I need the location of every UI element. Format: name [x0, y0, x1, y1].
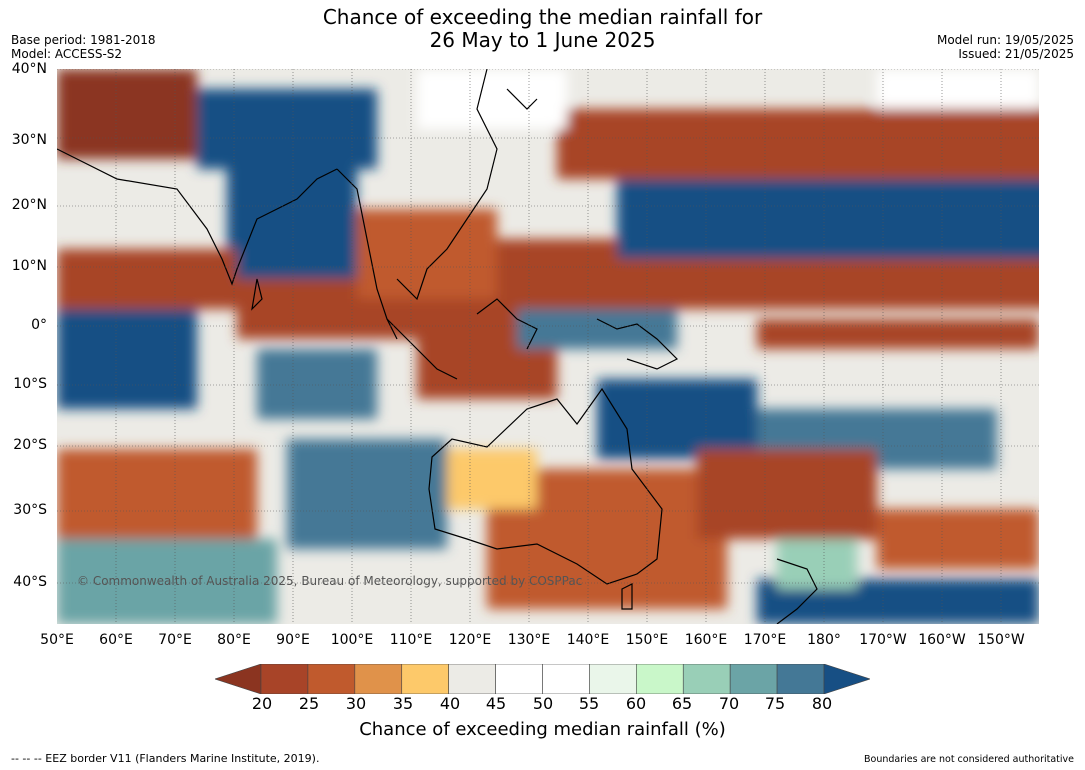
lon-label: 170°W [859, 632, 907, 648]
lat-label: 40°S [13, 574, 47, 590]
colorbar-tick: 35 [392, 694, 414, 713]
lat-label: 30°S [13, 502, 47, 518]
colorbar-tick: 25 [298, 694, 320, 713]
colorbar-tick: 50 [532, 694, 554, 713]
lon-label: 140°E [566, 632, 610, 648]
colorbar-tick: 45 [485, 694, 507, 713]
colorbar-segment [354, 663, 403, 695]
colorbar-segment [448, 663, 496, 695]
lat-label: 10°S [13, 376, 47, 392]
colorbar-segment [307, 663, 356, 695]
colorbar-segment [589, 663, 637, 695]
lon-label: 100°E [330, 632, 374, 648]
lat-label: 20°N [11, 197, 47, 213]
colorbar-extend-low [214, 663, 262, 695]
colorbar-tick: 60 [625, 694, 647, 713]
colorbar-tick: 40 [439, 694, 461, 713]
lon-label: 80°E [217, 632, 251, 648]
lon-label: 160°E [684, 632, 728, 648]
colorbar-segment [260, 663, 309, 695]
colorbar [214, 663, 871, 695]
colorbar-extend-high [823, 663, 871, 695]
eez-note: -- -- -- EEZ border V11 (Flanders Marine… [11, 752, 320, 765]
coastlines [56, 68, 818, 625]
rainfall-field [57, 69, 1057, 624]
lon-label: 160°W [918, 632, 966, 648]
lat-label: 40°N [11, 61, 47, 77]
map-copyright: © Commonwealth of Australia 2025, Bureau… [77, 574, 582, 588]
lon-label: 120°E [448, 632, 492, 648]
lon-label: 180° [807, 632, 841, 648]
colorbar-segment [495, 663, 543, 695]
boundaries-note: Boundaries are not considered authoritat… [864, 754, 1074, 765]
issued-date: Issued: 21/05/2025 [958, 47, 1074, 61]
lon-label: 150°W [977, 632, 1025, 648]
lon-label: 110°E [389, 632, 433, 648]
lat-label: 30°N [11, 132, 47, 148]
colorbar-segment [636, 663, 684, 695]
lon-label: 130°E [507, 632, 551, 648]
lat-label: 20°S [13, 437, 47, 453]
colorbar-svg [214, 663, 871, 695]
colorbar-segment [682, 663, 731, 695]
lon-label: 60°E [99, 632, 133, 648]
colorbar-segment [729, 663, 778, 695]
lon-label: 170°E [743, 632, 787, 648]
colorbar-tick: 75 [764, 694, 786, 713]
map-title-line1: Chance of exceeding the median rainfall … [322, 5, 763, 29]
lon-label: 50°E [40, 632, 74, 648]
colorbar-tick: 70 [718, 694, 740, 713]
lat-label: 0° [31, 317, 47, 333]
model-run: Model run: 19/05/2025 [936, 33, 1074, 47]
colorbar-tick: 55 [578, 694, 600, 713]
colorbar-title: Chance of exceeding median rainfall (%) [359, 719, 726, 740]
rainfall-map-svg: © Commonwealth of Australia 2025, Bureau… [56, 68, 1057, 625]
colorbar-tick: 20 [251, 694, 273, 713]
base-period: Base period: 1981-2018 [11, 33, 156, 47]
lon-label: 70°E [158, 632, 192, 648]
colorbar-segment [401, 663, 449, 695]
model-name: Model: ACCESS-S2 [11, 47, 123, 61]
lat-label: 10°N [11, 258, 47, 274]
map-title-line2: 26 May to 1 June 2025 [429, 28, 656, 52]
rainfall-map: © Commonwealth of Australia 2025, Bureau… [56, 68, 1057, 625]
colorbar-tick: 65 [671, 694, 693, 713]
colorbar-segment [542, 663, 590, 695]
lon-label: 90°E [276, 632, 310, 648]
colorbar-tick: 30 [345, 694, 367, 713]
colorbar-segment [776, 663, 825, 695]
lon-label: 150°E [625, 632, 669, 648]
graticule [57, 68, 1039, 624]
colorbar-tick: 80 [811, 694, 833, 713]
